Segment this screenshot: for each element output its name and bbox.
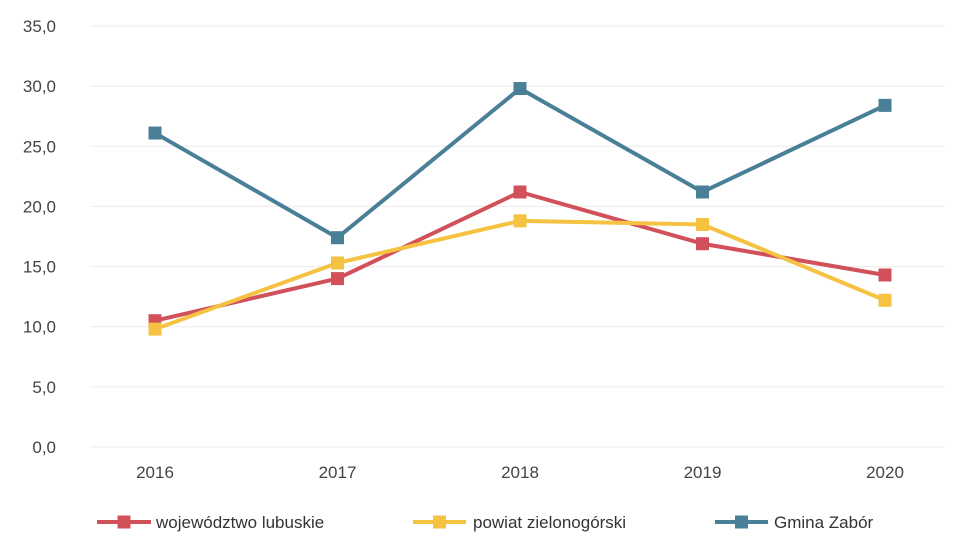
data-point (878, 98, 892, 112)
x-tick-label: 2020 (866, 463, 904, 482)
y-tick-label: 15,0 (23, 258, 56, 277)
data-point (513, 185, 527, 199)
x-tick-label: 2019 (684, 463, 722, 482)
y-tick-label: 5,0 (32, 378, 56, 397)
x-axis-ticks: 2016 2017 2018 2019 2020 (136, 463, 904, 482)
data-point (878, 293, 892, 307)
y-axis-ticks: 0,0 5,0 10,0 15,0 20,0 25,0 30,0 35,0 (23, 17, 56, 457)
series-line (154, 218, 886, 332)
data-point (878, 268, 892, 282)
data-point (513, 82, 527, 96)
y-tick-label: 25,0 (23, 137, 56, 156)
data-point (696, 185, 709, 199)
legend-label: powiat zielonogórski (473, 513, 626, 532)
series-1 (148, 214, 892, 336)
legend-label: województwo lubuskie (155, 513, 324, 532)
y-tick-label: 20,0 (23, 197, 56, 216)
data-point (696, 217, 709, 231)
y-tick-label: 0,0 (32, 438, 56, 457)
data-point (696, 237, 709, 251)
y-tick-label: 30,0 (23, 77, 56, 96)
legend-item: powiat zielonogórski (413, 513, 626, 532)
legend-swatch-marker (735, 515, 748, 529)
x-tick-label: 2017 (319, 463, 357, 482)
data-point (331, 231, 344, 245)
grid (90, 25, 945, 448)
legend-item: województwo lubuskie (97, 513, 324, 532)
data-point (513, 214, 527, 228)
series-lines (148, 82, 892, 336)
data-point (331, 256, 344, 270)
x-tick-label: 2016 (136, 463, 174, 482)
data-point (331, 272, 344, 286)
legend-label: Gmina Zabór (774, 513, 874, 532)
y-tick-label: 35,0 (23, 17, 56, 36)
legend-swatch-marker (433, 515, 446, 529)
y-tick-label: 10,0 (23, 318, 56, 337)
data-point (148, 322, 162, 336)
legend-item: Gmina Zabór (715, 513, 874, 532)
legend-swatch-marker (117, 515, 131, 529)
legend: województwo lubuskie powiat zielonogórski… (97, 513, 874, 532)
series-2 (148, 82, 892, 245)
data-point (148, 126, 162, 140)
x-tick-label: 2018 (501, 463, 539, 482)
